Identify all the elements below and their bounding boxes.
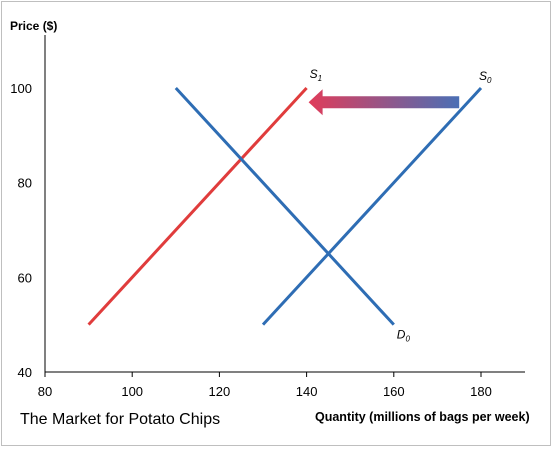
x-tick-label-80: 80 xyxy=(38,384,52,399)
x-tick-label-160: 160 xyxy=(383,384,405,399)
chart-title: The Market for Potato Chips xyxy=(20,411,220,428)
y-tick-label-40: 40 xyxy=(18,365,32,380)
x-tick-label-120: 120 xyxy=(209,384,231,399)
x-axis-label: Quantity (millions of bags per week) xyxy=(315,410,530,424)
y-tick-label-100: 100 xyxy=(10,81,32,96)
curve-label-S1: S1 xyxy=(310,67,322,83)
series-line-D0 xyxy=(174,86,395,326)
supply-shift-arrow xyxy=(308,89,460,116)
y-axis-label: Price ($) xyxy=(10,19,57,33)
x-tick-label-140: 140 xyxy=(296,384,318,399)
curve-label-S0: S0 xyxy=(479,69,492,85)
curve-label-D0: D0 xyxy=(397,328,411,344)
x-tick-label-100: 100 xyxy=(121,384,143,399)
x-tick-label-180: 180 xyxy=(470,384,492,399)
series-line-S0 xyxy=(261,86,483,326)
y-tick-label-80: 80 xyxy=(18,176,32,191)
y-tick-label-60: 60 xyxy=(18,270,32,285)
series-line-S1 xyxy=(87,86,308,326)
